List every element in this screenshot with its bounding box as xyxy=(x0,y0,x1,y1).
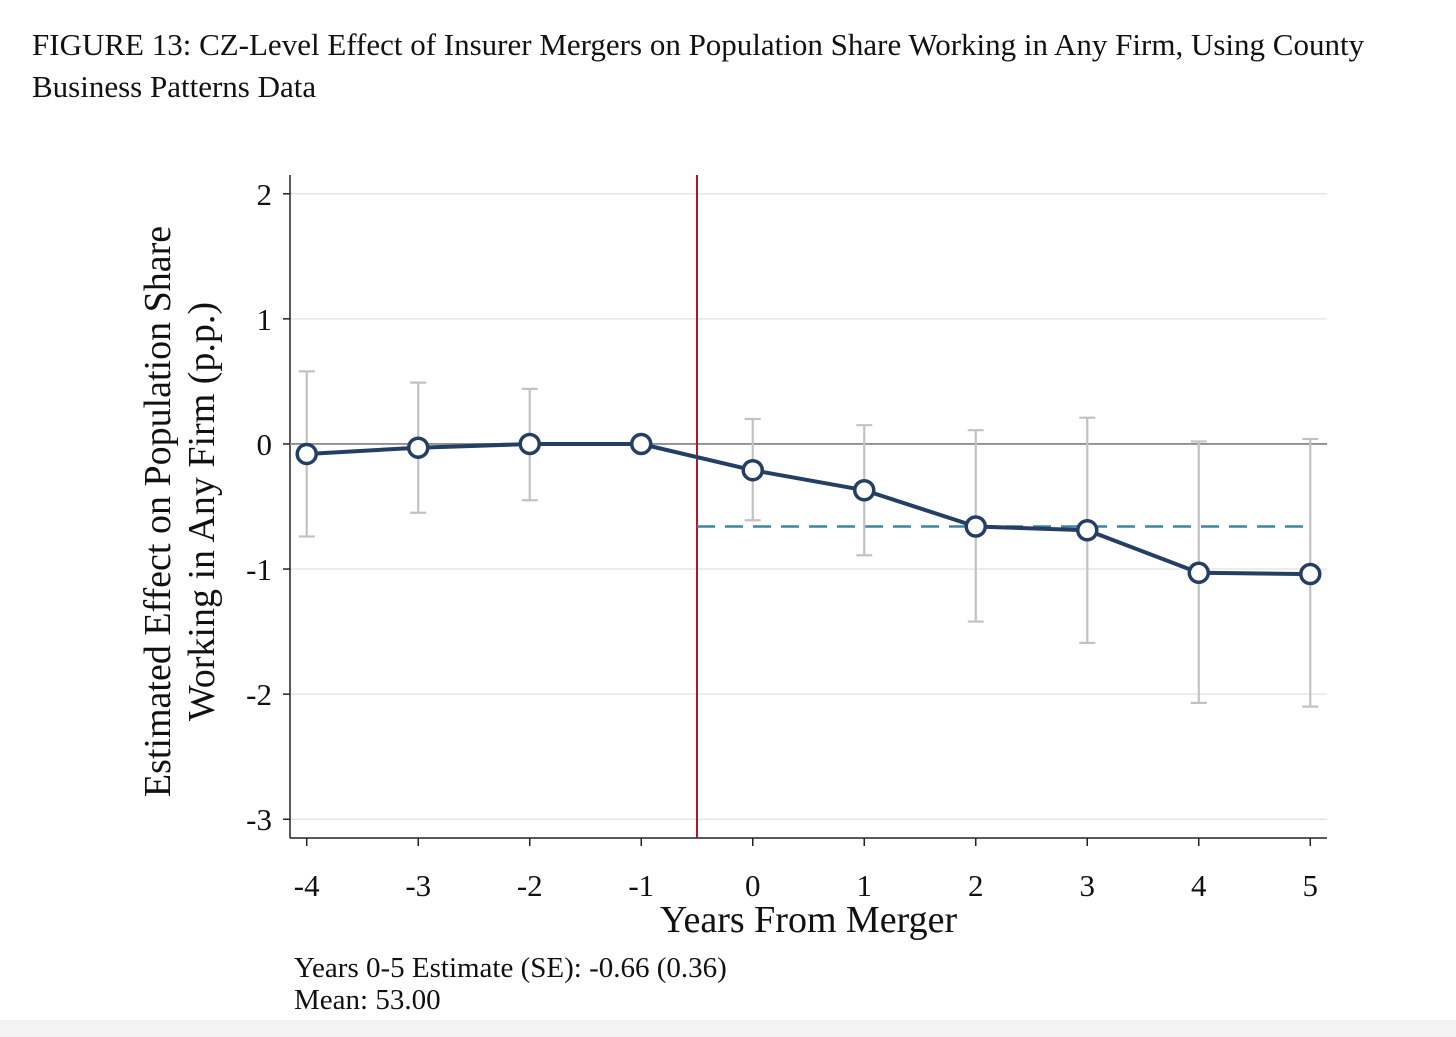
data-points xyxy=(295,432,1322,586)
data-point xyxy=(629,432,653,456)
confidence-intervals xyxy=(298,370,1319,708)
y-tick-label: -3 xyxy=(246,802,272,837)
data-point xyxy=(518,432,541,456)
x-tick-label: -2 xyxy=(517,868,543,903)
axes xyxy=(283,175,1327,846)
bottom-shade xyxy=(0,1020,1456,1037)
y-tick-label: 0 xyxy=(257,427,273,462)
data-point xyxy=(295,442,318,466)
data-point xyxy=(1299,562,1322,586)
data-point xyxy=(964,515,988,538)
series-line xyxy=(306,442,1311,577)
y-tick-label: -1 xyxy=(246,552,272,587)
estimate-note: Years 0-5 Estimate (SE): -0.66 (0.36) xyxy=(294,952,727,984)
x-tick-label: -4 xyxy=(294,868,320,903)
axis-labels: -3 -2 -1 0 1 2 -4 -3 -2 -1 0 1 2 3 4 5 Years From Merger… xyxy=(137,177,1318,941)
data-point xyxy=(741,458,764,482)
estimate-line xyxy=(306,442,1311,577)
mean-note: Mean: 53.00 xyxy=(294,984,441,1016)
x-tick-label: 4 xyxy=(1191,868,1207,903)
data-point xyxy=(1076,519,1099,542)
y-tick-label: 2 xyxy=(257,177,273,212)
x-axis-title: Years From Merger xyxy=(660,899,958,941)
x-tick-label: 0 xyxy=(745,868,761,903)
y-tick-label: 1 xyxy=(257,302,273,337)
gridlines xyxy=(290,193,1327,820)
x-tick-label: -3 xyxy=(405,868,431,903)
x-tick-label: 5 xyxy=(1303,868,1319,903)
reference-lines xyxy=(290,175,1327,838)
x-tick-label: 1 xyxy=(857,868,873,903)
data-point xyxy=(1187,561,1211,585)
data-point xyxy=(853,478,876,502)
x-tick-label: 3 xyxy=(1080,868,1096,903)
x-tick-label: 2 xyxy=(968,868,984,903)
data-point xyxy=(406,436,430,459)
y-tick-label: -2 xyxy=(246,677,272,712)
x-tick-label: -1 xyxy=(628,868,654,903)
y-axis-title-line: Estimated Effect on Population Share xyxy=(137,226,179,797)
y-axis-title-line: Working in Any Firm (p.p.) xyxy=(181,302,223,721)
figure-title: FIGURE 13: CZ-Level Effect of Insurer Me… xyxy=(32,27,1365,104)
